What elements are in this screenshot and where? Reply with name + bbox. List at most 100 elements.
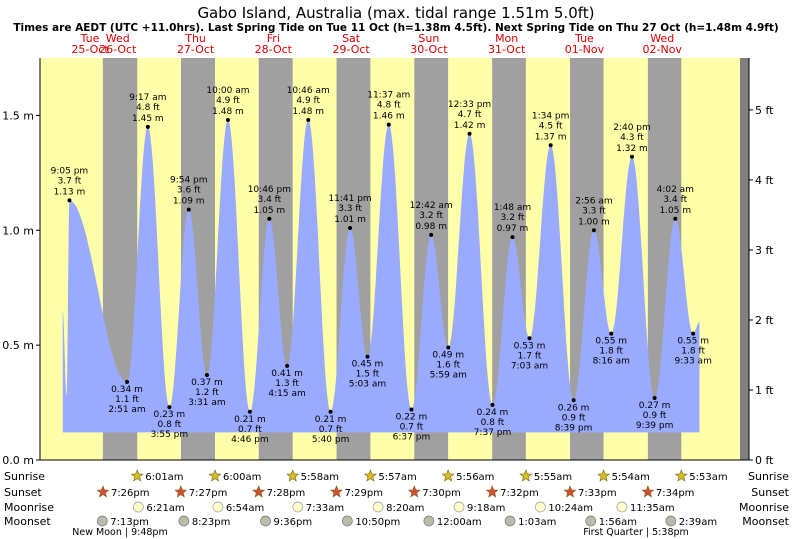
low-tide-time: 5:03 am (349, 380, 386, 390)
low-tide-ft: 0.7 ft (319, 425, 343, 435)
moonset-label-right: Moonset (742, 515, 789, 528)
day-date: 26-Oct (99, 43, 137, 56)
high-tide-time: 12:42 am (410, 201, 453, 211)
high-tide-m: 1.09 m (173, 197, 205, 207)
low-tide-time: 6:37 pm (393, 432, 431, 442)
low-tide-point (571, 398, 576, 403)
low-tide-ft: 0.7 ft (238, 425, 262, 435)
high-tide-point (629, 154, 634, 159)
high-tide-ft: 3.4 ft (257, 195, 281, 205)
high-tide-ft: 3.3 ft (338, 204, 362, 214)
high-tide-point (186, 207, 191, 212)
y-tick-label-left: 0.0 m (2, 454, 34, 467)
moonrise-time: 7:33am (306, 503, 344, 514)
low-tide-ft: 1.1 ft (115, 395, 139, 405)
high-tide-ft: 4.8 ft (136, 103, 160, 113)
day-name: Sat (342, 32, 361, 45)
low-tide-time: 8:39 pm (555, 423, 593, 433)
high-tide-m: 1.32 m (616, 144, 648, 154)
high-tide-ft: 4.9 ft (296, 96, 320, 106)
moonset-time: 12:00am (437, 517, 482, 528)
low-tide-m: 0.27 m (639, 401, 671, 411)
moonset-label-left: Moonset (4, 515, 51, 528)
sunset-time: 7:32pm (500, 488, 539, 499)
sunset-icon (641, 485, 655, 498)
high-tide-point (591, 228, 596, 233)
day-date: 30-Oct (410, 43, 448, 56)
y-tick-label-left: 1.5 m (2, 109, 34, 122)
low-tide-time: 7:37 pm (474, 428, 512, 438)
sunset-icon (330, 485, 343, 498)
high-tide-m: 1.01 m (334, 215, 366, 225)
low-tide-point (691, 331, 696, 336)
high-tide-time: 10:46 am (287, 86, 330, 96)
low-tide-time: 4:15 am (268, 389, 305, 399)
moonrise-icon (372, 501, 384, 513)
y-tick-label-right: 0 ft (755, 454, 774, 467)
sunrise-time: 5:55am (534, 472, 572, 483)
y-tick-label-left: 1.0 m (2, 224, 34, 237)
moonset-icon (585, 515, 597, 527)
low-tide-m: 0.37 m (191, 378, 223, 388)
sunrise-icon (363, 469, 377, 482)
chart-subtitle: Times are AEDT (UTC +11.0hrs). Last Spri… (13, 22, 778, 34)
moonset-time: 10:50pm (355, 517, 400, 528)
low-tide-point (167, 405, 172, 410)
day-date: 28-Oct (255, 43, 293, 56)
low-tide-point (490, 402, 495, 407)
low-tide-m: 0.22 m (396, 412, 428, 422)
moonrise-icon (212, 501, 224, 513)
moonset-icon (341, 515, 353, 527)
low-tide-m: 0.24 m (477, 408, 509, 418)
high-tide-m: 1.13 m (54, 187, 86, 197)
day-date: 25-Oct (71, 43, 109, 56)
sunset-icon (252, 485, 266, 498)
low-tide-time: 5:40 pm (312, 435, 350, 445)
high-tide-m: 1.48 m (212, 107, 244, 117)
high-tide-time: 2:40 pm (613, 123, 651, 133)
day-date: 29-Oct (332, 43, 370, 56)
low-tide-time: 5:59 am (430, 370, 467, 380)
sunset-time: 7:27pm (189, 488, 228, 499)
low-tide-ft: 1.8 ft (599, 347, 623, 357)
sunset-label-left: Sunset (4, 486, 42, 499)
sunset-label-right: Sunset (751, 486, 789, 499)
low-tide-time: 7:03 am (511, 361, 548, 371)
moonrise-time: 9:18am (467, 503, 505, 514)
day-date: 31-Oct (488, 43, 526, 56)
low-tide-point (247, 409, 252, 414)
high-tide-time: 10:00 am (206, 86, 249, 96)
moonset-time: 7:13pm (110, 517, 149, 528)
high-tide-ft: 4.7 ft (458, 110, 482, 120)
tide-area (62, 120, 700, 433)
y-tick-label-right: 1 ft (755, 384, 774, 397)
low-tide-m: 0.41 m (271, 369, 303, 379)
high-tide-ft: 3.4 ft (663, 195, 687, 205)
y-tick-label-right: 4 ft (755, 174, 774, 187)
low-tide-point (204, 373, 209, 378)
high-tide-m: 1.05 m (254, 206, 286, 216)
low-tide-m: 0.55 m (595, 337, 627, 347)
high-tide-ft: 4.9 ft (216, 96, 240, 106)
high-tide-ft: 3.6 ft (177, 186, 201, 196)
low-tide-ft: 1.5 ft (356, 370, 380, 380)
low-tide-point (125, 379, 130, 384)
day-date: 27-Oct (177, 43, 215, 56)
moonrise-icon (133, 501, 144, 513)
low-tide-ft: 1.3 ft (275, 379, 299, 389)
sunrise-icon (441, 469, 455, 482)
y-tick-label-right: 5 ft (755, 104, 774, 117)
moonrise-label-left: Moonrise (4, 501, 54, 514)
sunrise-icon (597, 469, 611, 482)
moonset-icon (260, 515, 271, 527)
low-tide-time: 3:31 am (188, 398, 225, 408)
low-tide-ft: 0.8 ft (481, 418, 505, 428)
high-tide-m: 1.46 m (373, 112, 405, 122)
sunset-time: 7:34pm (656, 488, 695, 499)
sunrise-label-right: Sunrise (748, 470, 789, 483)
low-tide-point (409, 407, 414, 412)
low-tide-m: 0.21 m (315, 415, 347, 425)
high-tide-point (225, 118, 230, 123)
day-date: 02-Nov (643, 43, 683, 56)
